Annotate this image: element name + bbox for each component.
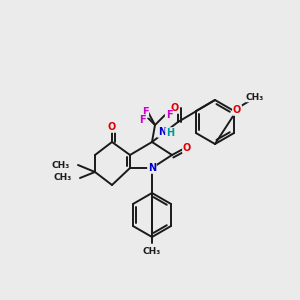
Text: O: O: [233, 105, 241, 115]
Text: O: O: [108, 122, 116, 132]
Text: CH₃: CH₃: [246, 92, 264, 101]
Text: CH₃: CH₃: [52, 160, 70, 169]
Text: H: H: [166, 128, 174, 138]
Text: F: F: [139, 115, 145, 125]
Text: F: F: [166, 110, 172, 120]
Text: N: N: [148, 163, 156, 173]
Text: O: O: [171, 103, 179, 113]
Text: CH₃: CH₃: [143, 247, 161, 256]
Text: O: O: [183, 143, 191, 153]
Text: CH₃: CH₃: [54, 173, 72, 182]
Text: N: N: [158, 127, 166, 137]
Text: F: F: [142, 107, 148, 117]
